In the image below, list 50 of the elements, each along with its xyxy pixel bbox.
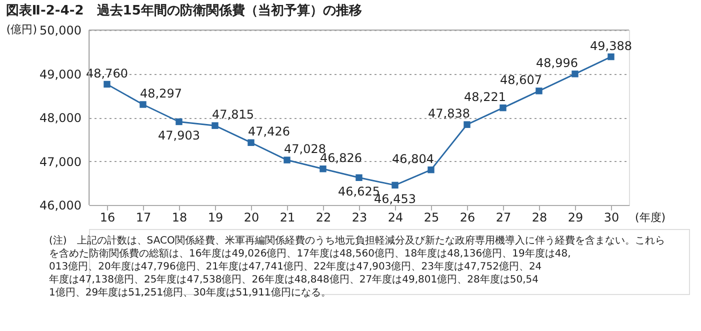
data-label: 47,903 <box>158 128 200 143</box>
x-tick-label: 24 <box>388 210 404 224</box>
point <box>572 70 578 78</box>
data-label: 49,388 <box>590 38 632 53</box>
data-label: 47,838 <box>428 106 470 121</box>
x-axis-title: (年度) <box>635 211 666 224</box>
data-label: 46,804 <box>392 152 434 166</box>
y-tick-label: 48,000 <box>40 111 82 125</box>
point <box>536 88 542 94</box>
y-tick-label: 49,000 <box>40 67 82 82</box>
x-tick-label: 21 <box>280 210 296 224</box>
data-label: 48,760 <box>86 66 128 80</box>
point <box>248 139 254 146</box>
x-tick-label: 16 <box>100 210 116 224</box>
data-label: 48,996 <box>536 56 578 70</box>
y-tick-label: 46,000 <box>40 198 82 212</box>
point <box>608 53 614 60</box>
point <box>104 80 110 88</box>
x-tick-label: 19 <box>208 210 224 224</box>
y-axis-title: (億円) <box>6 23 37 36</box>
x-tick-label: 25 <box>424 210 440 224</box>
point <box>284 156 290 164</box>
point <box>392 182 398 189</box>
point <box>356 174 362 182</box>
x-tick-label: 29 <box>568 210 584 224</box>
data-label: 48,221 <box>464 90 506 104</box>
x-tick-label: 22 <box>316 210 332 224</box>
point <box>176 118 182 126</box>
point <box>464 121 470 128</box>
point <box>428 166 434 174</box>
x-tick-label: 27 <box>496 210 512 224</box>
x-tick-label: 17 <box>136 210 152 224</box>
x-tick-label: 26 <box>460 210 476 224</box>
data-label: 48,607 <box>500 72 542 87</box>
x-tick-label: 30 <box>604 210 620 224</box>
point <box>500 104 506 112</box>
x-tick-label: 20 <box>244 210 260 224</box>
point <box>320 166 326 172</box>
x-tick-label: 18 <box>172 210 188 224</box>
x-tick-label: 28 <box>532 210 548 224</box>
point <box>140 101 146 108</box>
x-tick-label: 23 <box>352 210 368 224</box>
data-label: 47,815 <box>212 108 254 122</box>
point <box>212 122 218 129</box>
y-tick-label: 50,000 <box>40 24 82 38</box>
text: (注) 上記の計数は、SACO関係経費、米軍再編関係経費のうち地元負担軽減分及び新たな政府専用機導入に伴う経費を含まない。これらを含めた防衛関係費の総額は、16年度は49,026億円、17年度は48,560億円、18年度は48,136億円、19年度は48,013億円、20年度は47,796億円、21年度は47,741億円、22年度は47,903億円、23年度は47,752億円、24年度は47,138億円、25年度は47,538億円、26年度は48,848億円、27年度は49,801億円、28年度は50,541億円、29年度は51,251億円、30年度は51,911億円になる。 <box>49 234 665 298</box>
chart-title: 図表Ⅱ-2-4-2 過去15年間の防衛関係費（当初予算）の推移 <box>6 2 362 18</box>
y-tick-label: 47,000 <box>40 154 82 169</box>
data-label: 47,426 <box>248 124 290 139</box>
data-label: 48,297 <box>140 86 182 101</box>
